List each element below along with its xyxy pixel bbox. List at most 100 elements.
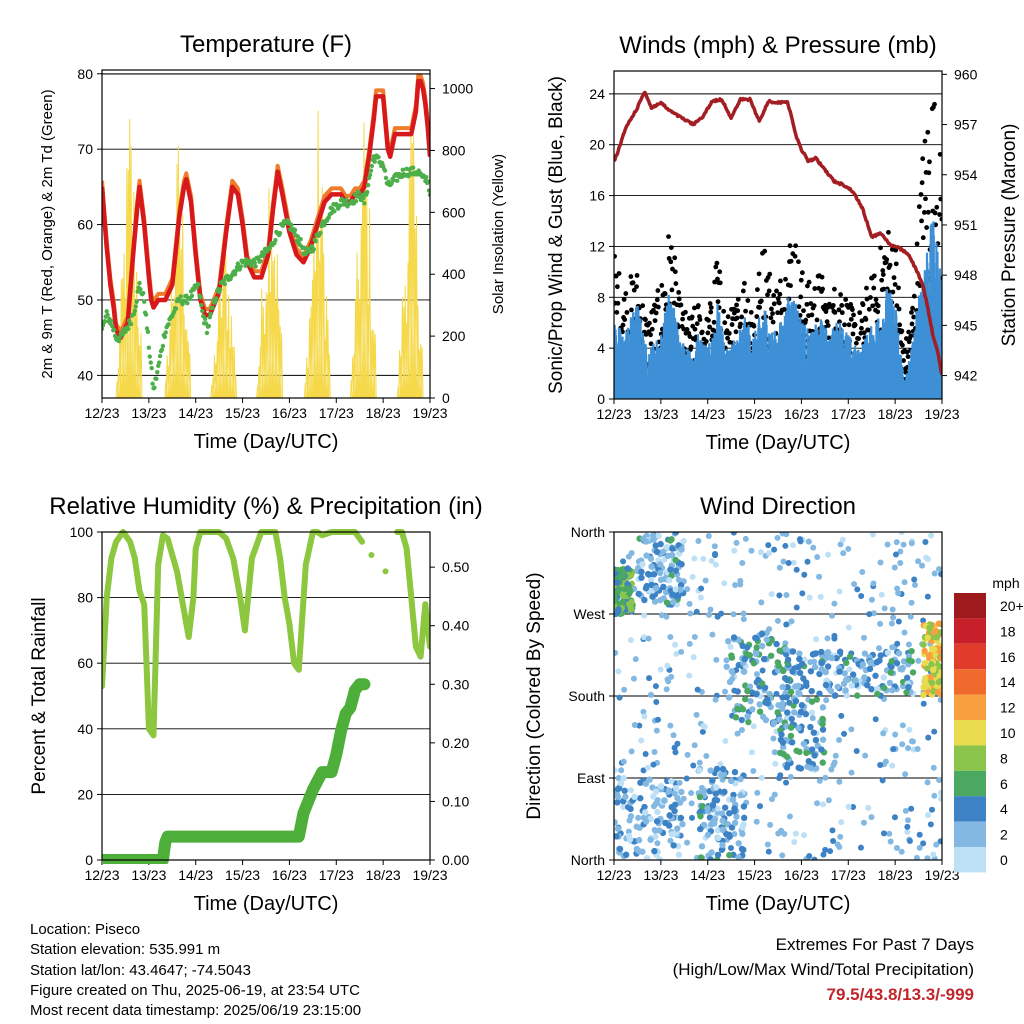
direction-point — [789, 668, 796, 675]
direction-point — [775, 662, 782, 670]
gust-point — [692, 326, 698, 332]
gust-point — [839, 303, 845, 308]
direction-point — [843, 659, 850, 667]
direction-point — [647, 691, 654, 698]
direction-point — [931, 792, 938, 799]
dewpoint-point — [133, 304, 138, 309]
direction-point — [647, 577, 655, 584]
x-tick-label: 14/23 — [178, 405, 213, 421]
direction-point — [686, 640, 693, 647]
dewpoint-point — [261, 252, 267, 257]
dewpoint-point — [173, 306, 179, 311]
gust-point — [819, 274, 825, 280]
direction-point — [663, 613, 670, 620]
direction-point — [691, 633, 698, 640]
direction-point — [936, 566, 942, 573]
extremes-values: 79.5/43.8/13.3/-999 — [826, 985, 974, 1004]
direction-point — [876, 657, 883, 664]
direction-point — [631, 722, 638, 729]
direction-point — [732, 582, 739, 589]
direction-point — [899, 664, 906, 672]
direction-point — [876, 645, 883, 652]
direction-point — [916, 831, 923, 838]
direction-point — [811, 856, 818, 860]
dewpoint-point — [222, 281, 227, 287]
direction-point — [816, 777, 823, 784]
direction-point — [806, 852, 813, 859]
gust-point — [714, 260, 720, 266]
gust-point — [850, 331, 856, 337]
direction-point — [889, 606, 896, 613]
dewpoint-point — [426, 188, 430, 193]
plot-area — [614, 532, 942, 860]
y-tick-label: East — [577, 770, 605, 786]
direction-point — [784, 683, 791, 691]
direction-point — [848, 726, 855, 733]
direction-point — [784, 709, 791, 716]
direction-point — [886, 679, 894, 687]
gust-point — [932, 101, 937, 107]
direction-point — [800, 740, 807, 747]
gust-point — [765, 292, 770, 298]
direction-point — [913, 854, 920, 860]
direction-point — [667, 587, 675, 595]
direction-point — [672, 641, 679, 648]
direction-point — [777, 736, 785, 743]
direction-point — [739, 830, 746, 837]
direction-point — [729, 796, 737, 803]
direction-point — [642, 818, 650, 825]
direction-point — [756, 803, 763, 810]
direction-point — [649, 593, 656, 600]
direction-point — [810, 729, 818, 736]
direction-point — [889, 762, 896, 769]
direction-point — [697, 825, 704, 833]
direction-point — [741, 695, 749, 703]
direction-point — [763, 696, 771, 703]
direction-point — [852, 677, 859, 684]
station-elevation: Station elevation: 535.991 m — [30, 941, 221, 959]
direction-point — [854, 692, 861, 699]
direction-point — [745, 718, 752, 726]
dewpoint-point — [235, 261, 241, 266]
direction-point — [734, 688, 741, 695]
y2-axis-label: Solar Insolation (Yellow) — [490, 154, 507, 314]
gust-point — [864, 285, 869, 291]
direction-point — [707, 767, 714, 774]
direction-point — [837, 833, 844, 840]
dewpoint-point — [365, 182, 371, 188]
direction-point — [638, 568, 645, 576]
dewpoint-point — [156, 360, 162, 365]
dewpoint-point — [369, 163, 375, 169]
direction-point — [895, 590, 902, 597]
recent-timestamp: Most recent data timestamp: 2025/06/19 2… — [30, 1002, 362, 1020]
direction-point — [675, 851, 683, 858]
x-axis-label: Time (Day/UTC) — [194, 431, 339, 453]
gust-point — [708, 305, 714, 310]
gust-point — [788, 258, 794, 264]
dewpoint-point — [147, 354, 152, 359]
direction-point — [707, 606, 714, 613]
gust-point — [767, 271, 773, 277]
direction-point — [889, 686, 896, 694]
direction-point — [654, 797, 661, 804]
plot-area — [614, 90, 942, 399]
direction-point — [639, 561, 646, 568]
direction-point — [689, 573, 696, 580]
direction-point — [742, 535, 749, 542]
gust-point — [927, 159, 932, 165]
direction-point — [758, 774, 765, 781]
dewpoint-point — [157, 353, 163, 359]
direction-point — [628, 748, 635, 755]
gust-point — [740, 288, 746, 294]
direction-point — [838, 819, 845, 826]
dewpoint-point — [214, 296, 219, 301]
dewpoint-point — [362, 201, 367, 206]
direction-point — [818, 659, 826, 667]
direction-point — [708, 557, 715, 564]
direction-point — [652, 788, 660, 795]
direction-point — [882, 758, 889, 765]
direction-point — [674, 740, 681, 747]
gust-point — [816, 285, 822, 291]
direction-point — [898, 848, 905, 855]
